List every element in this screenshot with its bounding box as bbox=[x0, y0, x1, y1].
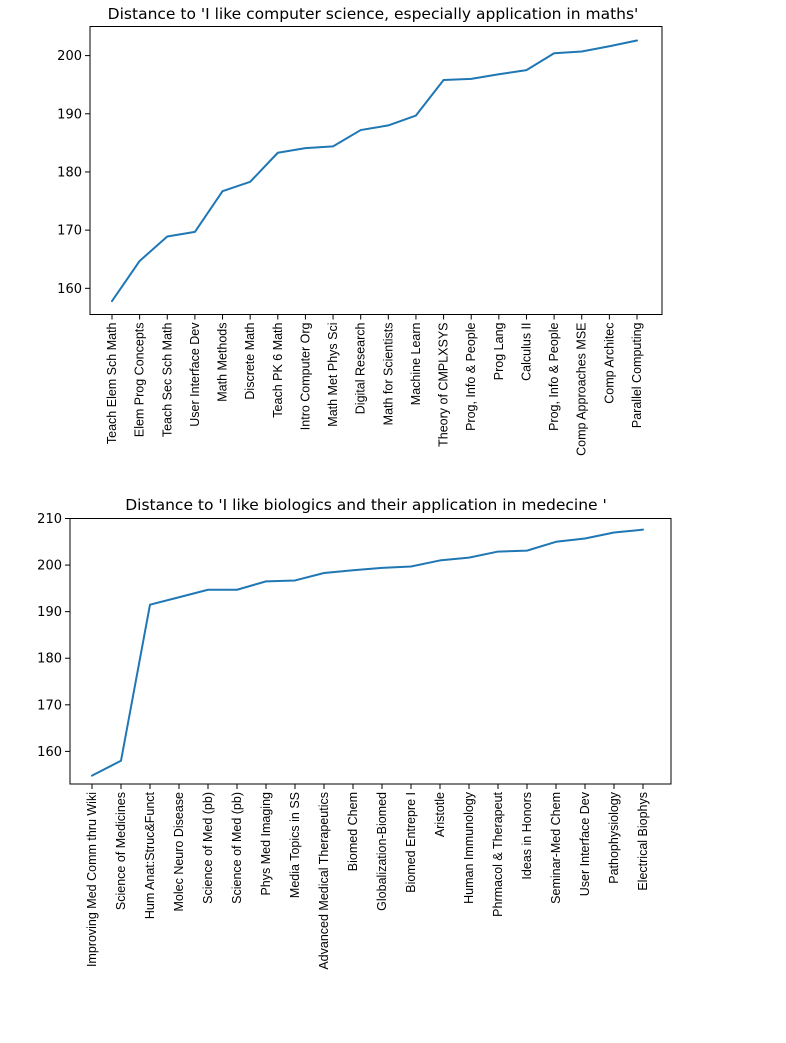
chart-1-title: Distance to 'I like computer science, es… bbox=[108, 5, 639, 23]
chart-1-xtick-label: Comp Approaches MSE bbox=[575, 323, 589, 456]
chart-2-xtick-label: Seminar-Med Chem bbox=[549, 792, 563, 904]
chart-1-xtick-label: Math Met Phys Sci bbox=[326, 323, 340, 427]
chart-1-xtick-label: Prog Lang bbox=[492, 322, 506, 380]
chart-2-xtick-label: Biomed Entrepre I bbox=[404, 792, 418, 893]
chart-1-xtick-label: Calculus II bbox=[519, 323, 533, 381]
chart-2-xtick-label: Electrical Biophys bbox=[636, 792, 650, 891]
chart-1-ytick-label: 190 bbox=[57, 107, 82, 122]
chart-2-xtick-label: Phys Med Imaging bbox=[259, 792, 273, 896]
chart-1-xtick-label: User Interface Dev bbox=[188, 322, 202, 427]
chart-2: Distance to 'I like biologics and their … bbox=[37, 496, 672, 970]
chart-1-xtick-label: Teach Elem Sch Math bbox=[105, 322, 119, 444]
chart-2-xtick-label: Media Topics in SS bbox=[288, 792, 302, 898]
chart-1-xtick-label: Teach PK 6 Math bbox=[271, 322, 285, 417]
chart-2-ytick-label: 200 bbox=[37, 559, 62, 574]
chart-1-ytick-label: 200 bbox=[57, 49, 82, 64]
chart-2-xtick-label: Phrmacol & Therapeut bbox=[491, 791, 505, 916]
chart-1-series-line bbox=[111, 39, 638, 303]
chart-2-xtick-label: Science of Medicines bbox=[114, 792, 128, 910]
chart-1-ytick-label: 170 bbox=[57, 224, 82, 239]
chart-2-y-axis: 160 170 180 190 200 210 bbox=[37, 512, 70, 760]
chart-2-ytick-label: 210 bbox=[37, 512, 62, 527]
chart-1-xtick-label: Parallel Computing bbox=[630, 322, 644, 428]
chart-1-x-axis: Teach Elem Sch Math Elem Prog Concepts Tea… bbox=[105, 314, 644, 456]
chart-2-ytick-label: 190 bbox=[37, 605, 62, 620]
chart-2-xtick-label: Improving Med Comm thru Wiki bbox=[85, 792, 99, 967]
chart-1-ytick-label: 160 bbox=[57, 282, 82, 297]
chart-1-xtick-label: Machine Learn bbox=[409, 322, 423, 405]
chart-2-xtick-label: Science of Med (pb) bbox=[230, 792, 244, 904]
chart-1-xtick-label: Prog, Info & People bbox=[464, 322, 478, 430]
chart-2-xtick-label: Science of Med (pb) bbox=[201, 792, 215, 904]
chart-1-xtick-label: Digital Research bbox=[354, 322, 368, 414]
chart-2-ytick-label: 170 bbox=[37, 698, 62, 713]
chart-1-xtick-label: Comp Architec bbox=[602, 323, 616, 404]
chart-1-xtick-label: Theory of CMPLXSYS bbox=[437, 323, 451, 447]
chart-2-xtick-label: Globalization-Biomed bbox=[375, 792, 389, 911]
chart-1-xtick-label: Elem Prog Concepts bbox=[133, 323, 147, 438]
chart-1-xtick-label: Prog, Info & People bbox=[547, 322, 561, 430]
chart-2-ytick-label: 180 bbox=[37, 652, 62, 667]
chart-1-xtick-label: Intro Computer Org bbox=[298, 322, 312, 430]
chart-2-plot-frame bbox=[69, 518, 672, 785]
chart-1-ytick-label: 180 bbox=[57, 165, 82, 180]
chart-2-x-axis: Improving Med Comm thru Wiki Science of M… bbox=[85, 784, 650, 970]
chart-1-plot-frame bbox=[89, 26, 663, 315]
chart-2-title: Distance to 'I like biologics and their … bbox=[125, 496, 607, 514]
chart-2-xtick-label: Human Immunology bbox=[462, 791, 476, 904]
chart-2-xtick-label: Pathophysiology bbox=[607, 791, 621, 883]
chart-1-y-axis: 160 170 180 190 200 bbox=[57, 49, 90, 297]
chart-1-xtick-label: Teach Sec Sch Math bbox=[160, 322, 174, 437]
chart-1-xtick-label: Math for Scientists bbox=[381, 323, 395, 426]
chart-2-series-line bbox=[91, 528, 644, 777]
chart-2-xtick-label: Ideas in Honors bbox=[520, 792, 534, 880]
chart-2-xtick-label: Hum Anat:Struc&Funct bbox=[143, 791, 157, 919]
chart-1: Distance to 'I like computer science, es… bbox=[57, 5, 663, 456]
chart-2-xtick-label: Biomed Chem bbox=[346, 792, 360, 871]
chart-1-xtick-label: Discrete Math bbox=[243, 322, 257, 399]
chart-2-ytick-label: 160 bbox=[37, 745, 62, 760]
chart-1-xtick-label: Math Methods bbox=[216, 323, 230, 402]
chart-2-xtick-label: Aristotle bbox=[433, 792, 447, 837]
chart-2-xtick-label: User Interface Dev bbox=[578, 791, 592, 896]
chart-2-xtick-label: Molec Neuro Disease bbox=[172, 792, 186, 912]
chart-2-xtick-label: Advanced Medical Therapeutics bbox=[317, 792, 331, 970]
